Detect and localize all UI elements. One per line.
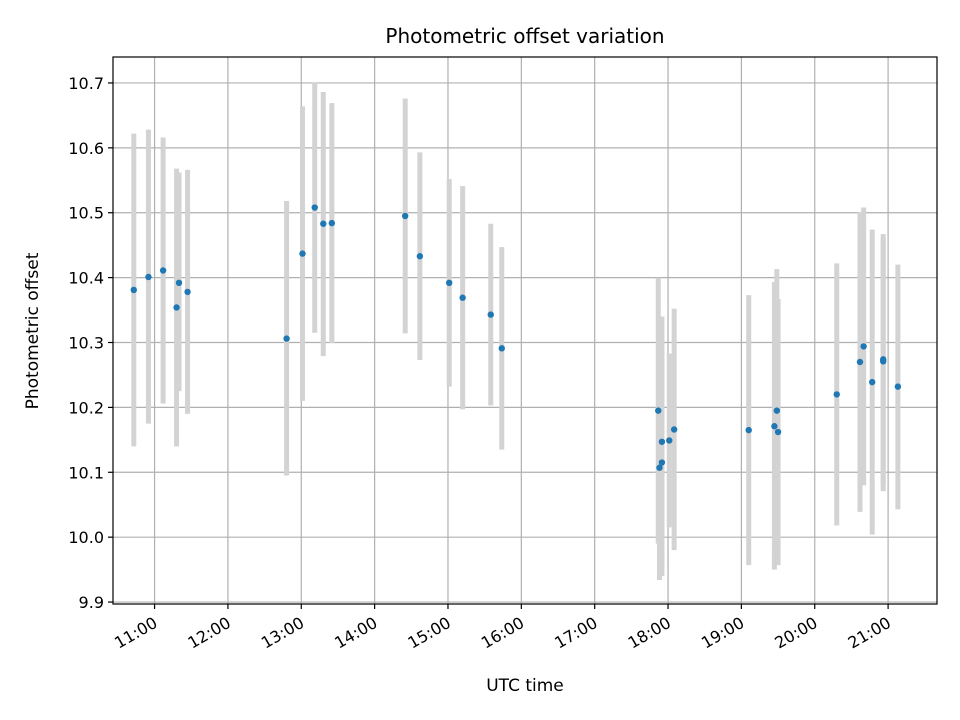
y-tick-label: 10.2 <box>68 398 104 417</box>
chart-title: Photometric offset variation <box>385 24 664 48</box>
y-axis: 9.9 10.0 10.1 10.2 10.3 10.4 10.5 10.6 10.7 <box>68 74 113 612</box>
plot-background <box>113 57 937 604</box>
data-point <box>498 345 505 352</box>
x-tick-label: 12:00 <box>184 613 233 653</box>
y-tick-label: 10.1 <box>68 463 104 482</box>
data-point <box>130 286 137 294</box>
data-point <box>175 279 183 287</box>
data-point <box>869 378 876 386</box>
y-tick-label: 10.5 <box>68 204 104 223</box>
data-point <box>666 437 673 444</box>
x-tick-label: 11:00 <box>111 613 160 653</box>
x-tick-label: 14:00 <box>331 613 380 653</box>
data-point <box>184 288 191 296</box>
data-point <box>416 253 424 260</box>
x-axis-title: UTC time <box>486 676 564 696</box>
y-tick-label: 10.3 <box>68 334 104 353</box>
plot-frame <box>112 56 938 605</box>
data-points <box>130 204 902 471</box>
data-point <box>658 459 666 466</box>
data-point <box>173 304 180 311</box>
data-point <box>745 426 752 434</box>
x-axis: 11:00 12:00 13:00 14:00 15:00 16:00 17:00 18:00… <box>111 604 894 653</box>
y-tick-label: 9.9 <box>79 593 104 612</box>
data-point <box>771 423 778 430</box>
data-point <box>283 335 290 342</box>
data-point <box>658 438 666 445</box>
data-point <box>401 212 409 220</box>
data-point <box>159 267 167 274</box>
x-tick-label: 18:00 <box>625 613 674 653</box>
data-point <box>328 219 336 227</box>
data-point <box>320 220 327 227</box>
x-tick-label: 17:00 <box>551 613 600 653</box>
y-axis-title: Photometric offset <box>23 252 43 409</box>
y-tick-label: 10.4 <box>68 269 104 288</box>
data-point <box>880 358 887 365</box>
data-point <box>145 273 152 281</box>
data-point <box>459 294 466 301</box>
x-tick-label: 21:00 <box>845 613 894 653</box>
y-tick-label: 10.0 <box>68 528 104 547</box>
data-point <box>299 250 306 257</box>
data-point <box>773 407 781 414</box>
x-tick-label: 19:00 <box>698 613 747 653</box>
data-point <box>446 279 453 287</box>
data-point <box>656 464 663 471</box>
data-point <box>833 391 840 398</box>
y-grid <box>113 82 937 603</box>
data-point <box>655 407 662 414</box>
data-point <box>860 343 867 350</box>
data-point <box>856 358 864 366</box>
y-tick-label: 10.6 <box>68 139 104 158</box>
x-tick-label: 15:00 <box>405 613 454 653</box>
data-point <box>894 383 902 390</box>
x-tick-label: 20:00 <box>771 613 820 653</box>
x-tick-label: 16:00 <box>478 613 527 653</box>
data-point <box>670 426 678 433</box>
data-point <box>774 428 782 436</box>
data-point <box>487 311 494 318</box>
x-tick-label: 13:00 <box>258 613 307 653</box>
data-point <box>311 204 318 211</box>
y-tick-label: 10.7 <box>68 74 104 93</box>
